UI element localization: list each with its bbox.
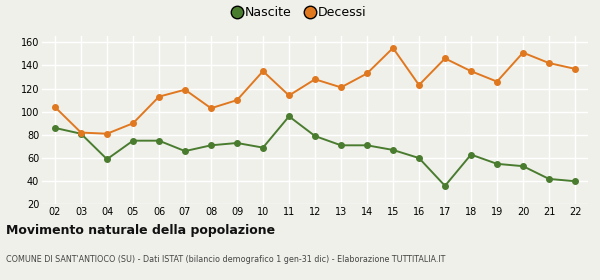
Legend: Nascite, Decessi: Nascite, Decessi bbox=[233, 6, 367, 19]
Text: COMUNE DI SANT'ANTIOCO (SU) - Dati ISTAT (bilancio demografico 1 gen-31 dic) - E: COMUNE DI SANT'ANTIOCO (SU) - Dati ISTAT… bbox=[6, 255, 445, 264]
Text: Movimento naturale della popolazione: Movimento naturale della popolazione bbox=[6, 224, 275, 237]
